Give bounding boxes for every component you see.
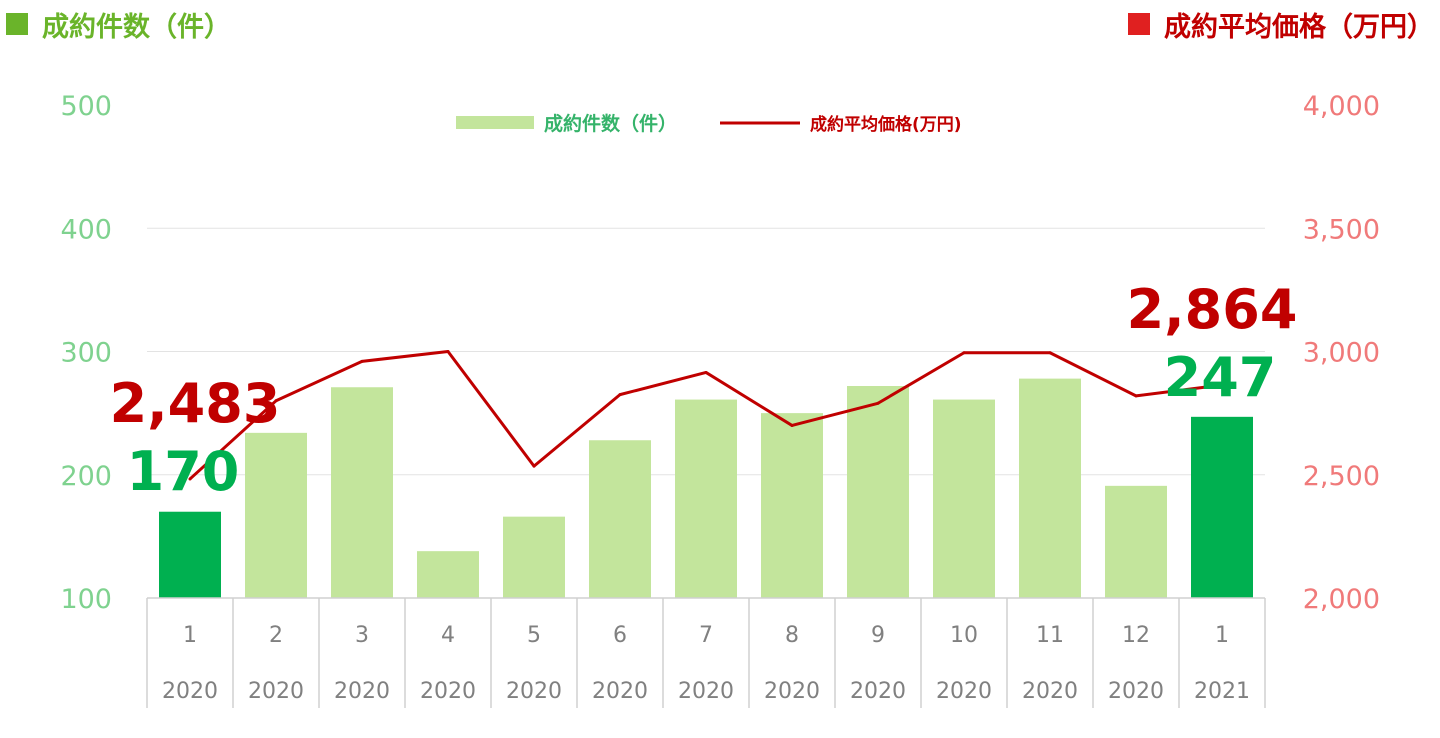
x-year-label: 2020 xyxy=(162,679,218,704)
x-year-label: 2020 xyxy=(850,679,906,704)
left-tick-label: 100 xyxy=(60,584,112,615)
price-point xyxy=(274,399,278,403)
right-tick-label: 3,500 xyxy=(1303,214,1380,245)
last-count-label: 247 xyxy=(1164,346,1277,409)
price-point xyxy=(1048,351,1052,355)
bar xyxy=(1019,378,1081,598)
x-year-label: 2020 xyxy=(936,679,992,704)
price-point xyxy=(1134,394,1138,398)
last-price-label: 2,864 xyxy=(1127,278,1298,341)
bar xyxy=(159,511,221,598)
right-tick-label: 3,000 xyxy=(1303,338,1380,369)
legend-line-label: 成約平均価格(万円) xyxy=(810,114,962,135)
left-tick-label: 200 xyxy=(60,461,112,492)
left-tick-label: 500 xyxy=(60,91,112,122)
x-month-label: 12 xyxy=(1122,623,1150,648)
x-year-label: 2020 xyxy=(764,679,820,704)
first-count-label: 170 xyxy=(127,440,240,503)
left-axis-header: 成約件数（件） xyxy=(6,0,231,48)
price-point xyxy=(1220,383,1224,387)
right-tick-label: 2,000 xyxy=(1303,584,1380,615)
right-tick-label: 2,500 xyxy=(1303,461,1380,492)
x-year-label: 2020 xyxy=(1022,679,1078,704)
price-point xyxy=(188,477,192,481)
bar xyxy=(245,432,307,598)
right-tick-label: 4,000 xyxy=(1303,91,1380,122)
bar xyxy=(933,399,995,598)
x-month-label: 6 xyxy=(613,623,627,648)
price-point xyxy=(704,370,708,374)
x-month-label: 10 xyxy=(950,623,978,648)
x-month-label: 9 xyxy=(871,623,885,648)
left-axis-title: 成約件数（件） xyxy=(42,11,231,43)
red-square-icon xyxy=(1128,13,1150,35)
price-point xyxy=(876,401,880,405)
bar xyxy=(417,551,479,598)
bar xyxy=(1191,416,1253,598)
right-axis-header: 成約平均価格（万円） xyxy=(1128,0,1434,48)
x-month-label: 11 xyxy=(1036,623,1064,648)
price-point xyxy=(962,351,966,355)
price-point xyxy=(618,393,622,397)
x-month-label: 1 xyxy=(183,623,197,648)
bar xyxy=(1105,485,1167,598)
x-year-label: 2020 xyxy=(334,679,390,704)
right-axis-title: 成約平均価格（万円） xyxy=(1164,11,1434,43)
x-year-label: 2020 xyxy=(506,679,562,704)
bar xyxy=(675,399,737,598)
green-square-icon xyxy=(6,13,28,35)
bar xyxy=(761,413,823,598)
x-year-label: 2020 xyxy=(1108,679,1164,704)
bar xyxy=(331,387,393,598)
x-year-label: 2020 xyxy=(678,679,734,704)
x-year-label: 2020 xyxy=(592,679,648,704)
bar xyxy=(847,386,909,598)
price-point xyxy=(446,350,450,353)
price-point xyxy=(532,464,536,468)
x-month-label: 1 xyxy=(1215,623,1229,648)
x-month-label: 8 xyxy=(785,623,799,648)
legend-bar-label: 成約件数（件） xyxy=(544,112,677,135)
price-point xyxy=(360,359,364,363)
legend-bar-swatch xyxy=(456,116,534,129)
x-month-label: 5 xyxy=(527,623,541,648)
first-price-label: 2,483 xyxy=(110,372,281,435)
x-year-label: 2021 xyxy=(1194,679,1250,704)
price-point xyxy=(790,423,794,427)
x-month-label: 7 xyxy=(699,623,713,648)
x-year-label: 2020 xyxy=(248,679,304,704)
x-month-label: 4 xyxy=(441,623,455,648)
x-year-label: 2020 xyxy=(420,679,476,704)
left-tick-label: 300 xyxy=(60,338,112,369)
x-month-label: 2 xyxy=(269,623,283,648)
left-tick-label: 400 xyxy=(60,214,112,245)
bar xyxy=(503,516,565,598)
bar xyxy=(589,440,651,598)
x-month-label: 3 xyxy=(355,623,369,648)
